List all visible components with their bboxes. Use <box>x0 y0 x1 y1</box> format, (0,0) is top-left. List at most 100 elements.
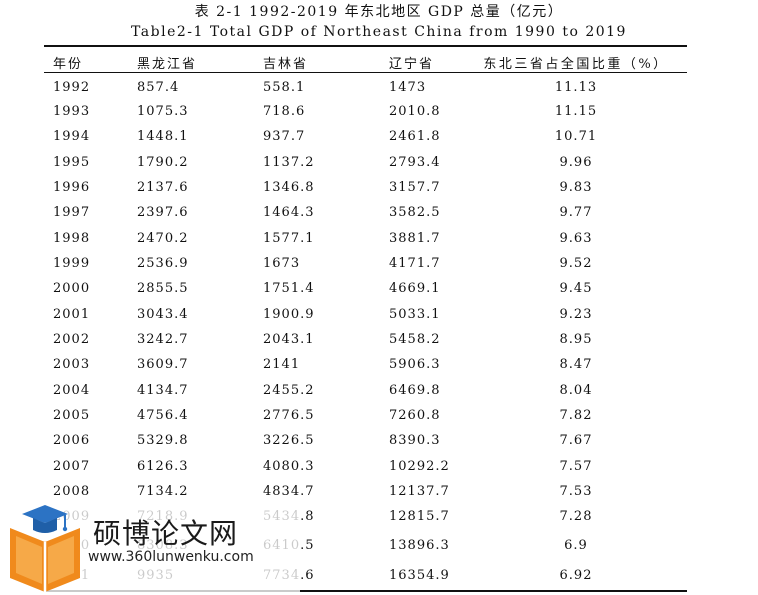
cell-year: 1996 <box>53 180 91 195</box>
cell-liaoning: 16354.9 <box>389 568 450 583</box>
header-share-of-national: 东北三省占全国比重（%） <box>483 57 669 72</box>
cell-year: 2002 <box>53 332 91 347</box>
header-jilin: 吉林省 <box>263 57 309 72</box>
cell-share: 9.77 <box>559 205 593 220</box>
cell-heilongjiang: 6126.3 <box>137 459 189 474</box>
cell-jilin: 558.1 <box>263 80 306 95</box>
cell-share: 7.57 <box>559 459 593 474</box>
cell-liaoning: 8390.3 <box>389 433 441 448</box>
cell-share: 8.04 <box>559 383 593 398</box>
cell-share: 9.45 <box>559 281 593 296</box>
cell-liaoning: 10292.2 <box>389 459 450 474</box>
header-heilongjiang: 黑龙江省 <box>137 57 198 72</box>
cell-liaoning: 7260.8 <box>389 408 441 423</box>
cell-liaoning: 2461.8 <box>389 129 441 144</box>
cell-heilongjiang: 857.4 <box>137 80 180 95</box>
cell-year: 2003 <box>53 357 91 372</box>
cell-share: 8.95 <box>559 332 593 347</box>
cell-heilongjiang: 2137.6 <box>137 180 189 195</box>
cell-share: 6.92 <box>559 568 593 583</box>
cell-jilin: 1900.9 <box>263 307 315 322</box>
cell-jilin: 1673 <box>263 256 301 271</box>
cell-heilongjiang: 3242.7 <box>137 332 189 347</box>
cell-share: 9.96 <box>559 155 593 170</box>
cell-heilongjiang: 4134.7 <box>137 383 189 398</box>
cell-heilongjiang: 2470.2 <box>137 231 189 246</box>
cell-liaoning: 13896.3 <box>389 538 450 553</box>
cell-year: 2001 <box>53 307 91 322</box>
cell-share: 9.83 <box>559 180 593 195</box>
cell-jilin: 1464.3 <box>263 205 315 220</box>
cell-liaoning: 3157.7 <box>389 180 441 195</box>
cell-year: 2006 <box>53 433 91 448</box>
cell-liaoning: 12815.7 <box>389 509 450 524</box>
cell-share: 9.52 <box>559 256 593 271</box>
cell-liaoning: 4171.7 <box>389 256 441 271</box>
cell-liaoning: 12137.7 <box>389 484 450 499</box>
cell-year: 1995 <box>53 155 91 170</box>
cell-share: 9.23 <box>559 307 593 322</box>
cell-share: 10.71 <box>554 129 598 144</box>
cell-liaoning: 5033.1 <box>389 307 441 322</box>
cell-heilongjiang: 1790.2 <box>137 155 189 170</box>
cell-liaoning: 1473 <box>389 80 427 95</box>
header-year: 年份 <box>53 57 84 72</box>
cell-year: 1997 <box>53 205 91 220</box>
cell-year: 2004 <box>53 383 91 398</box>
cell-liaoning: 5458.2 <box>389 332 441 347</box>
cell-jilin: 1346.8 <box>263 180 315 195</box>
cell-share: 7.82 <box>559 408 593 423</box>
cell-share: 7.28 <box>559 509 593 524</box>
table-header-rule <box>44 72 687 73</box>
cell-year: 1999 <box>53 256 91 271</box>
cell-share: 7.53 <box>559 484 593 499</box>
cell-jilin: 1577.1 <box>263 231 315 246</box>
cell-heilongjiang: 1075.3 <box>137 104 189 119</box>
table-top-rule <box>44 45 687 47</box>
cell-jilin: 1751.4 <box>263 281 315 296</box>
table-bottom-rule <box>44 590 687 592</box>
cell-jilin: 1137.2 <box>263 155 315 170</box>
cell-share: 11.15 <box>554 104 598 119</box>
watermark-url: www.360lunwenku.com <box>88 549 254 565</box>
cell-year: 1998 <box>53 231 91 246</box>
cell-share: 8.47 <box>559 357 593 372</box>
cell-jilin: 718.6 <box>263 104 306 119</box>
cell-heilongjiang: 2397.6 <box>137 205 189 220</box>
watermark-logo-icon <box>0 500 300 595</box>
cell-liaoning: 3881.7 <box>389 231 441 246</box>
cell-year: 2000 <box>53 281 91 296</box>
cell-jilin: 2043.1 <box>263 332 315 347</box>
cell-heilongjiang: 5329.8 <box>137 433 189 448</box>
cell-heilongjiang: 3609.7 <box>137 357 189 372</box>
cell-liaoning: 6469.8 <box>389 383 441 398</box>
table-caption-english: Table2-1 Total GDP of Northeast China fr… <box>131 24 627 40</box>
watermark-site-name: 硕博论文网 <box>93 517 239 550</box>
table-caption-chinese: 表 2-1 1992-2019 年东北地区 GDP 总量（亿元） <box>194 4 564 20</box>
cell-jilin: 4080.3 <box>263 459 315 474</box>
cell-heilongjiang: 7134.2 <box>137 484 189 499</box>
cell-year: 2008 <box>53 484 91 499</box>
cell-heilongjiang: 3043.4 <box>137 307 189 322</box>
cell-year: 1992 <box>53 80 91 95</box>
cell-jilin: 2141 <box>263 357 301 372</box>
cell-year: 2007 <box>53 459 91 474</box>
cell-heilongjiang: 2855.5 <box>137 281 189 296</box>
cell-liaoning: 2010.8 <box>389 104 441 119</box>
header-liaoning: 辽宁省 <box>389 57 435 72</box>
cell-share: 6.9 <box>564 538 588 553</box>
cell-liaoning: 4669.1 <box>389 281 441 296</box>
cell-year: 1993 <box>53 104 91 119</box>
cell-liaoning: 2793.4 <box>389 155 441 170</box>
cell-jilin: 937.7 <box>263 129 306 144</box>
cell-jilin: 4834.7 <box>263 484 315 499</box>
cell-liaoning: 3582.5 <box>389 205 441 220</box>
cell-jilin: 3226.5 <box>263 433 315 448</box>
cell-year: 1994 <box>53 129 91 144</box>
cell-share: 7.67 <box>559 433 593 448</box>
cell-heilongjiang: 2536.9 <box>137 256 189 271</box>
cell-liaoning: 5906.3 <box>389 357 441 372</box>
cell-year: 2005 <box>53 408 91 423</box>
cell-heilongjiang: 1448.1 <box>137 129 189 144</box>
cell-share: 11.13 <box>554 80 598 95</box>
